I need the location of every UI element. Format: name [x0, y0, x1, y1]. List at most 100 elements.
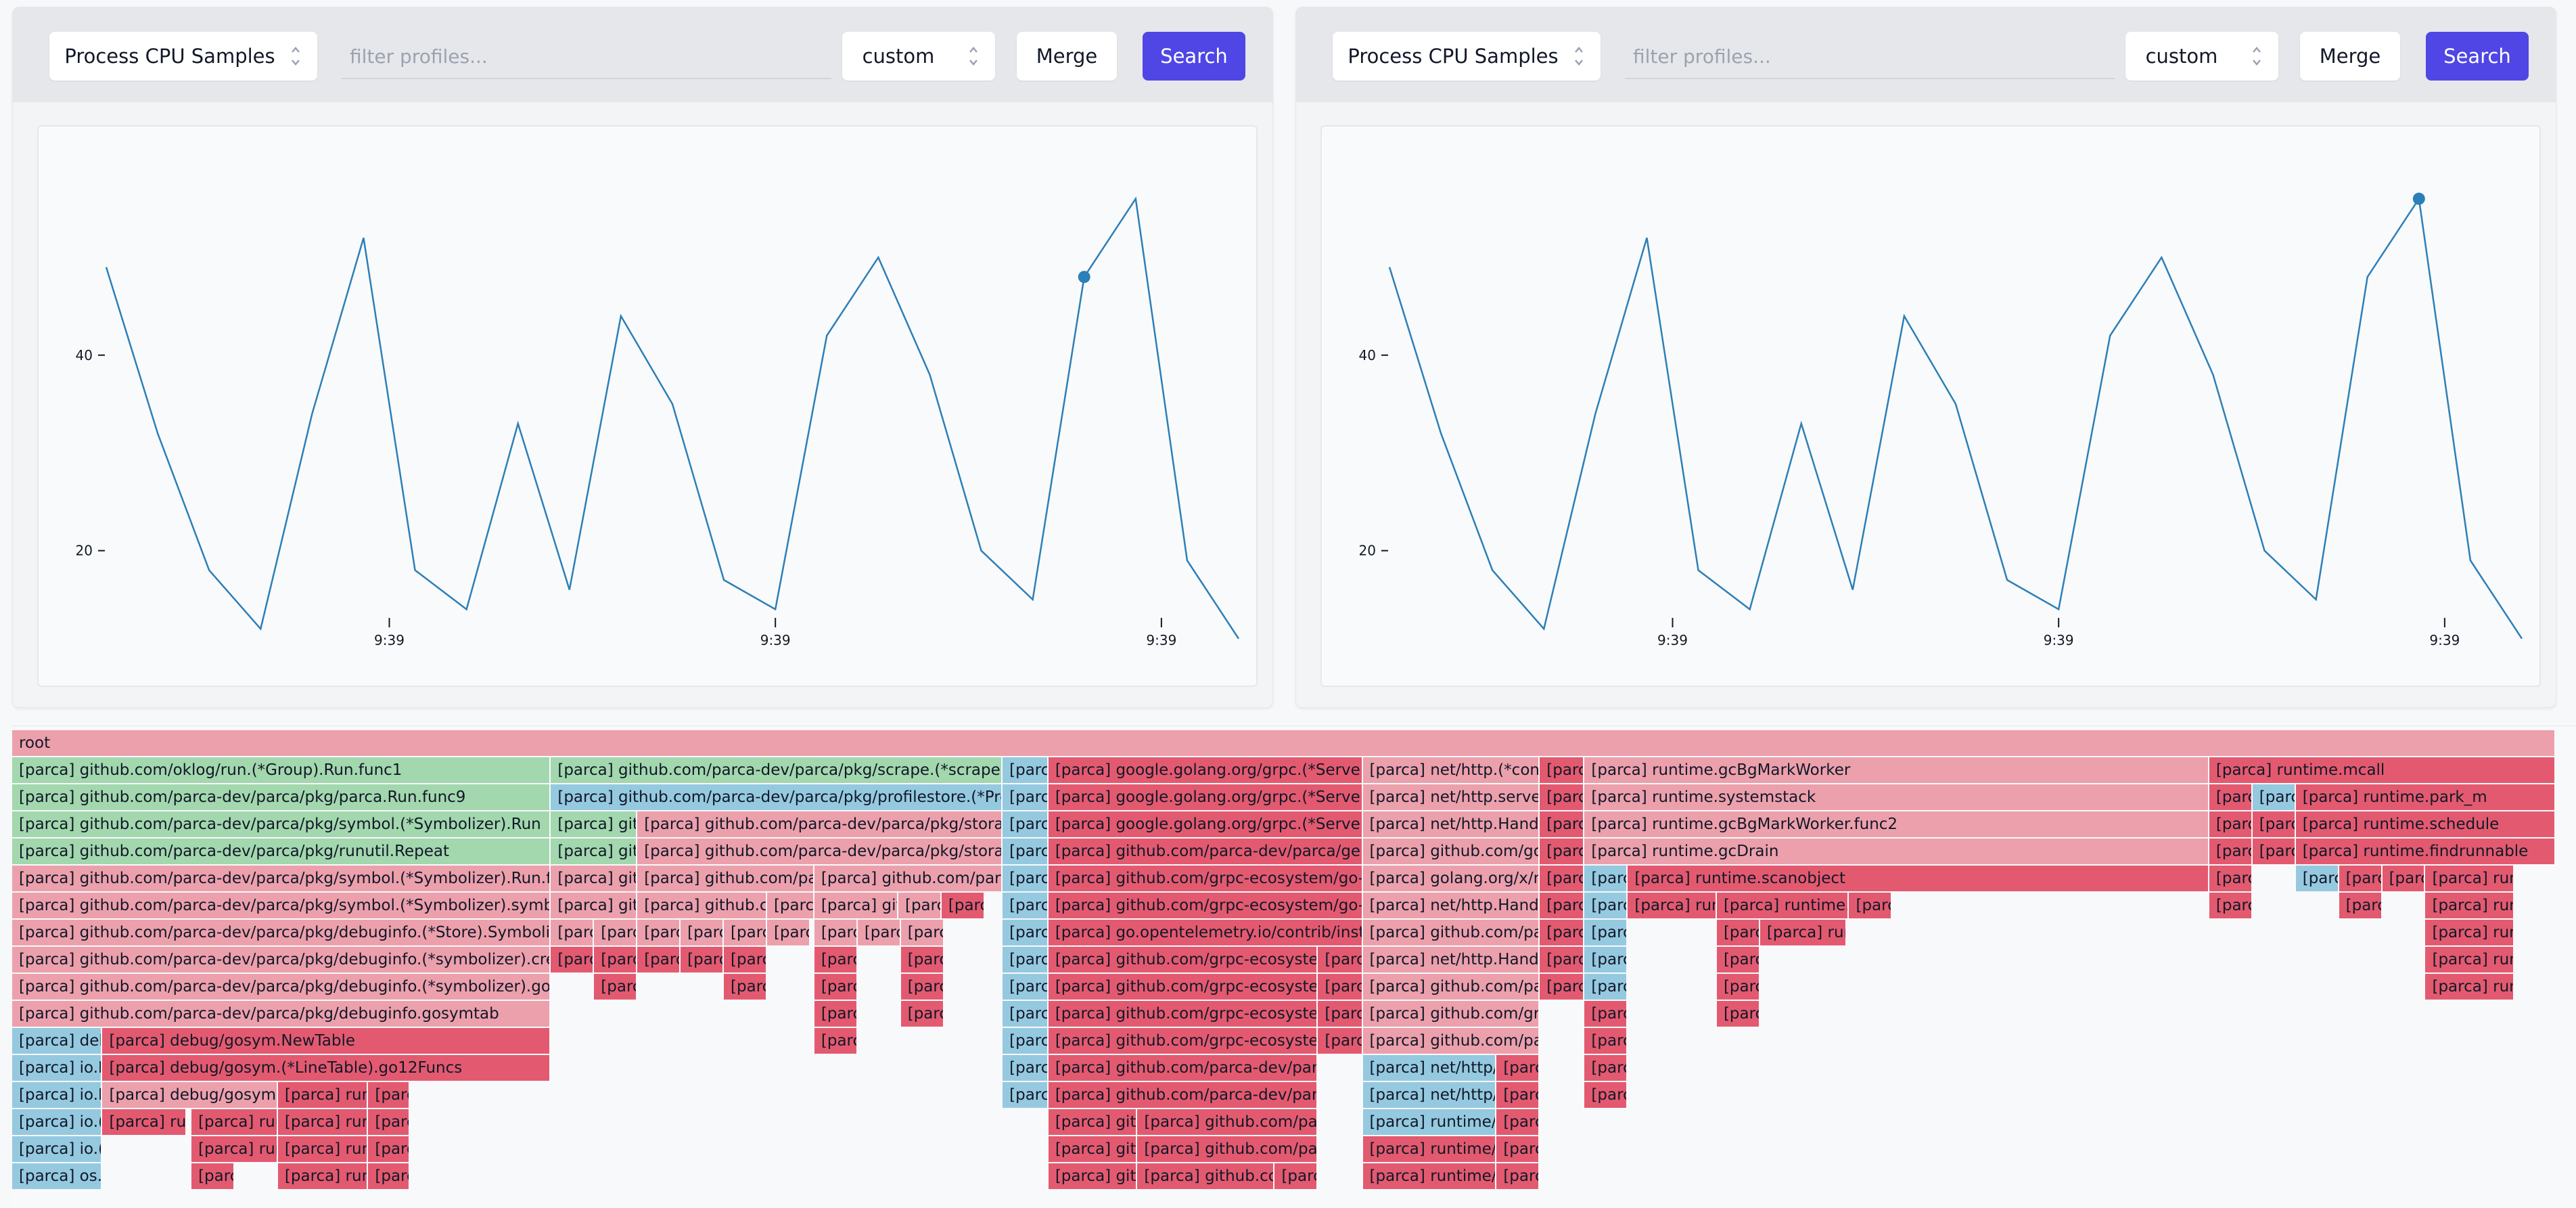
flame-frame[interactable]: [parca] [1318, 1028, 1363, 1054]
data-point[interactable] [1237, 637, 1241, 641]
flame-frame[interactable]: [parca] [1584, 1001, 1628, 1027]
flame-frame[interactable]: [parca] [2252, 838, 2296, 864]
flame-frame[interactable]: [parca] runtime [277, 1163, 369, 1189]
flame-frame[interactable]: [parca] [900, 947, 944, 972]
flame-frame[interactable]: [parca] [1584, 866, 1628, 891]
flame-frame[interactable]: [parca] github.com/oklog/run.(*Group).Ru… [12, 757, 551, 783]
flame-frame[interactable]: [parca] [2252, 784, 2296, 810]
flame-frame[interactable]: [parca] runtime [2425, 893, 2515, 918]
flame-frame[interactable]: [parca] github.com [551, 838, 638, 864]
flame-frame[interactable]: [parca] debug/gosym.NewTable [102, 1028, 551, 1054]
selected-data-point[interactable] [2412, 192, 2425, 205]
flame-frame[interactable]: [parca] github.com/parca [1362, 920, 1540, 945]
flame-frame[interactable]: [parca] github.com/parca-dev/parca/pkg/s… [12, 811, 551, 837]
flame-frame[interactable]: [parca] runtime/pprof [1362, 1136, 1497, 1162]
flame-frame[interactable]: [parca] [1003, 974, 1049, 1000]
flame-frame[interactable]: [parca] [637, 947, 681, 972]
flame-frame[interactable]: [parca] github.com/parca-dev/parca/pkg/s… [551, 757, 1003, 783]
flame-frame[interactable]: [parca] github.com [551, 866, 638, 891]
flame-frame[interactable]: [parca] [1496, 1163, 1540, 1189]
flame-frame[interactable]: [parca] runtime.gcBgMarkWorker [1584, 757, 2209, 783]
flame-frame[interactable]: [parca] [1003, 1028, 1049, 1054]
data-point[interactable] [2159, 255, 2163, 259]
flame-frame[interactable]: [parca] runtime [368, 1136, 411, 1162]
flame-frame[interactable]: [parca] github.com/grpc-ecosystem/go-grp… [1048, 866, 1363, 891]
flame-frame[interactable]: [parca] [2382, 866, 2426, 891]
flame-frame[interactable]: [parca] [551, 920, 595, 945]
flame-frame[interactable]: [parca] [2339, 866, 2383, 891]
flame-frame[interactable]: [parca] [1716, 947, 1760, 972]
flame-frame[interactable]: [parca] [1540, 947, 1585, 972]
flame-frame[interactable]: [parca] github [1048, 1109, 1138, 1135]
data-point[interactable] [1542, 627, 1546, 631]
flame-frame[interactable]: [parca] [1584, 947, 1628, 972]
data-point[interactable] [876, 255, 880, 259]
flame-frame[interactable]: [parca] [1716, 1001, 1760, 1027]
flame-frame[interactable]: [parca] google.golang.org/grpc.(*Server)… [1048, 784, 1363, 810]
metrics-chart[interactable]: 20 40 9:39 9:39 9:39 [1320, 125, 2541, 687]
flame-frame[interactable]: [parca] [1318, 947, 1363, 972]
flame-frame[interactable]: [parca] [2209, 893, 2253, 918]
data-point[interactable] [825, 334, 829, 338]
flame-frame[interactable]: [parca] runtime [2425, 920, 2515, 945]
flame-frame[interactable]: [parca] [900, 920, 944, 945]
data-point[interactable] [927, 373, 932, 377]
flame-frame[interactable]: [parca] github.com [551, 811, 638, 837]
flame-root-frame[interactable]: root [12, 730, 2556, 756]
data-point[interactable] [1134, 197, 1138, 201]
flame-frame[interactable]: [parca] [900, 1001, 944, 1027]
flame-frame[interactable]: [parca] [1003, 920, 1049, 945]
flame-frame[interactable]: [parca] [2209, 784, 2253, 810]
merge-button[interactable]: Merge [2300, 32, 2400, 81]
flame-frame[interactable]: [parca] [1318, 974, 1363, 1000]
flame-frame[interactable]: [parca] github.com/go-chi [1362, 838, 1540, 864]
flame-frame[interactable]: [parca] runtime [102, 1109, 187, 1135]
data-point[interactable] [2263, 549, 2267, 553]
flame-frame[interactable]: [parca] [1584, 974, 1628, 1000]
flame-frame[interactable]: [parca] github.com/parca-dev/parca/pkg/d… [12, 920, 551, 945]
flame-frame[interactable]: [parca] runtime.gcBgMarkWorker.func2 [1584, 811, 2209, 837]
flame-frame[interactable]: [parca] github.com/parca-dev/parca/pkg/s… [12, 893, 551, 918]
flame-frame[interactable]: [parca] github.com/parca-dev/parca/gen/p… [1048, 838, 1363, 864]
flame-frame[interactable]: [parca] [814, 947, 858, 972]
flame-frame[interactable]: [parca] [1496, 1109, 1540, 1135]
flame-frame[interactable]: [parca] os.(*File) [12, 1163, 103, 1189]
flame-frame[interactable]: [parca] [941, 893, 985, 918]
flame-frame[interactable]: [parca] [1003, 784, 1049, 810]
flame-frame[interactable]: [parca] [681, 947, 724, 972]
flame-frame[interactable]: [parca] github.com/parca-dev/parca/pkg/p… [12, 784, 551, 810]
flame-frame[interactable]: [parca] net/http.serverHandler [1362, 784, 1540, 810]
data-point[interactable] [1387, 265, 1392, 269]
flame-frame[interactable]: [parca] github.com [551, 893, 638, 918]
flame-frame[interactable]: [parca] [2209, 838, 2253, 864]
flame-frame[interactable]: [parca] [766, 920, 810, 945]
flame-frame[interactable]: [parca] [814, 974, 858, 1000]
data-point[interactable] [2211, 373, 2215, 377]
flame-frame[interactable]: [parca] [1003, 1055, 1049, 1081]
flame-frame[interactable]: [parca] runtime [191, 1109, 278, 1135]
flame-frame[interactable]: [parca] github.com/parca [637, 893, 767, 918]
flame-frame[interactable]: [parca] github.com [1137, 1163, 1275, 1189]
flame-frame[interactable]: [parca] [594, 920, 638, 945]
data-point[interactable] [465, 607, 469, 611]
flame-frame[interactable]: [parca] [1003, 893, 1049, 918]
flame-frame[interactable]: [parca] runtime.growslice [277, 1082, 369, 1108]
flame-frame[interactable]: [parca] [1716, 920, 1760, 945]
flame-frame[interactable]: [parca] io.ReadFull [12, 1055, 103, 1081]
flame-frame[interactable]: [parca] [1849, 893, 1893, 918]
flame-frame[interactable]: [parca] github.com/parca [637, 866, 814, 891]
data-point[interactable] [2468, 558, 2472, 562]
flame-frame[interactable]: [parca] [1540, 784, 1585, 810]
flame-frame[interactable]: [parca] net/http.(*conn).serve [1362, 757, 1540, 783]
flame-frame[interactable]: [parca] [766, 893, 814, 918]
flame-frame[interactable]: [parca] [900, 974, 944, 1000]
flame-frame[interactable]: [parca] golang.org/x/net/http2 [1362, 866, 1540, 891]
flame-frame[interactable]: [parca] runtime [191, 1163, 235, 1189]
data-point[interactable] [568, 587, 572, 591]
data-point[interactable] [1031, 598, 1035, 602]
filter-profiles-input[interactable] [1625, 35, 2115, 79]
flame-frame[interactable]: [parca] [1496, 1055, 1540, 1081]
selected-data-point[interactable] [1078, 271, 1090, 284]
flame-frame[interactable]: [parca] [1003, 947, 1049, 972]
flame-frame[interactable]: [parca] runtime [2425, 866, 2515, 891]
